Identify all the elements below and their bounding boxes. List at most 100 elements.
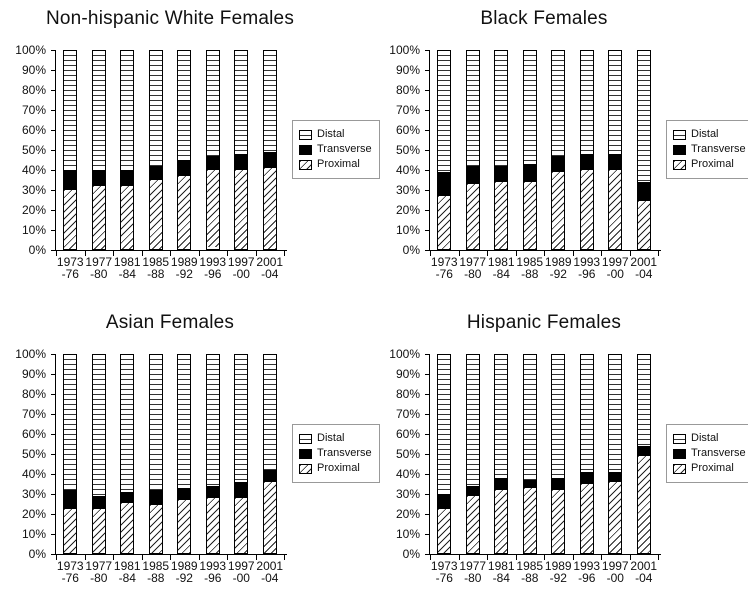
bar-segment-transverse [609,153,622,170]
legend-label: Distal [691,432,719,444]
y-tick-label: 40% [21,467,46,481]
bar-segment-distal [206,51,219,156]
y-tick-mark [425,554,429,555]
y-tick-label: 70% [395,407,420,421]
x-tick-mark [658,251,659,256]
y-tick-mark [425,494,429,495]
bars-container [430,50,658,250]
legend-item-distal: Distal [673,128,746,141]
y-tick-mark [425,70,429,71]
y-tick-label: 80% [21,83,46,97]
stacked-bar [465,50,480,250]
y-tick-label: 90% [395,63,420,77]
x-tick-label-range: -80 [90,571,108,585]
x-tick-label: 1973 -76 [56,560,85,584]
x-tick-label-range: -96 [204,571,222,585]
x-tick-label: 1993 -96 [199,560,228,584]
bar-slot [227,354,256,554]
bar-slot [487,354,516,554]
bar-segment-transverse [637,446,650,456]
x-tick-label: 1989 -92 [170,560,199,584]
legend-item-transverse: Transverse [673,143,746,156]
legend-label: Proximal [317,158,360,170]
y-tick-label: 90% [395,367,420,381]
bar-slot [487,50,516,250]
bar-slot [142,354,171,554]
x-tick-mark [170,251,171,256]
legend: Distal Transverse Proximal [292,424,380,483]
x-tick-label-range: -00 [606,267,624,281]
x-tick-label-year: 1997 [601,255,629,269]
x-tick-label-range: -88 [521,267,539,281]
x-tick-label-year: 1977 [459,255,487,269]
bar-segment-proximal [178,499,191,553]
legend-label: Proximal [691,462,734,474]
bar-segment-proximal [495,181,508,249]
bar-segment-distal [121,355,134,492]
y-tick-label: 50% [395,447,420,461]
bar-segment-proximal [609,169,622,249]
bar-slot [544,50,573,250]
x-tick-label: 1981 -84 [487,560,516,584]
legend-label: Transverse [317,447,372,459]
x-tick-label: 1981 -84 [113,560,142,584]
y-tick-label: 10% [395,527,420,541]
y-tick-mark [425,374,429,375]
x-tick-mark [601,251,602,256]
x-tick-label-year: 1993 [199,255,227,269]
bar-segment-transverse [121,169,134,186]
bar-segment-proximal [263,167,276,249]
legend-label: Transverse [317,143,372,155]
bar-segment-distal [64,355,77,490]
x-tick-label-year: 1989 [170,559,198,573]
bar-slot [113,50,142,250]
x-tick-label-year: 1973 [430,559,458,573]
bar-segment-distal [495,355,508,478]
bars-container [56,354,284,554]
bar-segment-distal [438,51,451,172]
x-tick-label: 1973 -76 [430,256,459,280]
x-tick-mark [56,251,57,256]
x-tick-label-year: 1973 [56,255,84,269]
y-tick-mark [51,474,55,475]
x-tick-label: 1985 -88 [516,256,545,280]
x-labels-row: 1973 -76 1977 -80 1981 -84 1985 -88 1989 -92 1993-… [56,256,284,280]
bar-segment-proximal [637,201,650,249]
x-tick-label: 1977 -80 [459,256,488,280]
y-tick-label: 70% [21,407,46,421]
y-tick-label: 70% [21,103,46,117]
y-tick-label: 30% [21,183,46,197]
bar-segment-transverse [235,153,248,170]
bar-segment-transverse [235,481,248,498]
legend-item-proximal: Proximal [299,158,372,171]
legend-swatch-horizontal-lines-icon [673,129,686,140]
x-tick-label-range: -76 [435,267,453,281]
x-tick-label: 1977 -80 [85,560,114,584]
x-tick-label: 1973 -76 [430,560,459,584]
bar-segment-proximal [637,455,650,553]
bar-slot [85,354,114,554]
legend-swatch-horizontal-lines-icon [673,433,686,444]
y-tick-label: 80% [21,387,46,401]
stacked-bar [234,354,249,554]
stacked-bar [234,50,249,250]
x-tick-label: 1985 -88 [142,560,171,584]
bar-segment-proximal [235,497,248,553]
bar-segment-transverse [149,165,162,180]
chart-panel-black-females: Black Females 100% 90% 80% 70% 60% 50% 40% 30% 2… [374,0,748,304]
legend-label: Proximal [317,462,360,474]
legend-label: Transverse [691,447,746,459]
bar-segment-transverse [495,477,508,490]
y-tick-mark [51,494,55,495]
bar-slot [630,50,659,250]
stacked-bar [91,50,106,250]
bar-segment-proximal [438,195,451,249]
x-tick-mark [284,555,285,560]
y-tick-label: 30% [395,487,420,501]
y-tick-mark [425,394,429,395]
stacked-bar [579,354,594,554]
x-tick-mark [113,555,114,560]
bar-segment-transverse [552,155,565,172]
bar-segment-transverse [523,163,536,182]
stacked-bar [494,50,509,250]
